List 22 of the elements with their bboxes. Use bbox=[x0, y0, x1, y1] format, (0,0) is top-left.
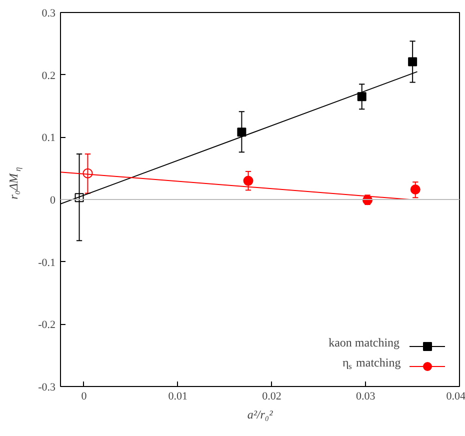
y-tick-label: 0 bbox=[50, 194, 56, 206]
point bbox=[357, 92, 366, 102]
point bbox=[243, 176, 254, 186]
y-axis-title: r₀ΔMη bbox=[6, 167, 22, 200]
x-axis-title: a²/r₀² bbox=[247, 408, 274, 422]
x-tick-label: 0.04 bbox=[446, 390, 465, 402]
point bbox=[410, 184, 420, 195]
legend-label: kaon matching bbox=[328, 336, 400, 350]
y-tick-label: 0.3 bbox=[42, 8, 56, 20]
point bbox=[82, 168, 93, 178]
x-tick-label: 0.03 bbox=[356, 390, 376, 402]
x-tick-label: 0.02 bbox=[262, 390, 282, 402]
x-tick-label: 0 bbox=[81, 390, 88, 402]
y-tick-label: -0.3 bbox=[38, 382, 56, 394]
point bbox=[237, 128, 246, 137]
y-tick-label: -0.2 bbox=[38, 319, 56, 332]
y-tick-label: -0.1 bbox=[38, 256, 56, 269]
x-tick-label: 0.01 bbox=[168, 390, 188, 402]
y-tick-label: 0.1 bbox=[42, 132, 56, 144]
point bbox=[408, 57, 418, 66]
point bbox=[74, 193, 84, 202]
y-tick-label: 0.2 bbox=[42, 70, 56, 82]
